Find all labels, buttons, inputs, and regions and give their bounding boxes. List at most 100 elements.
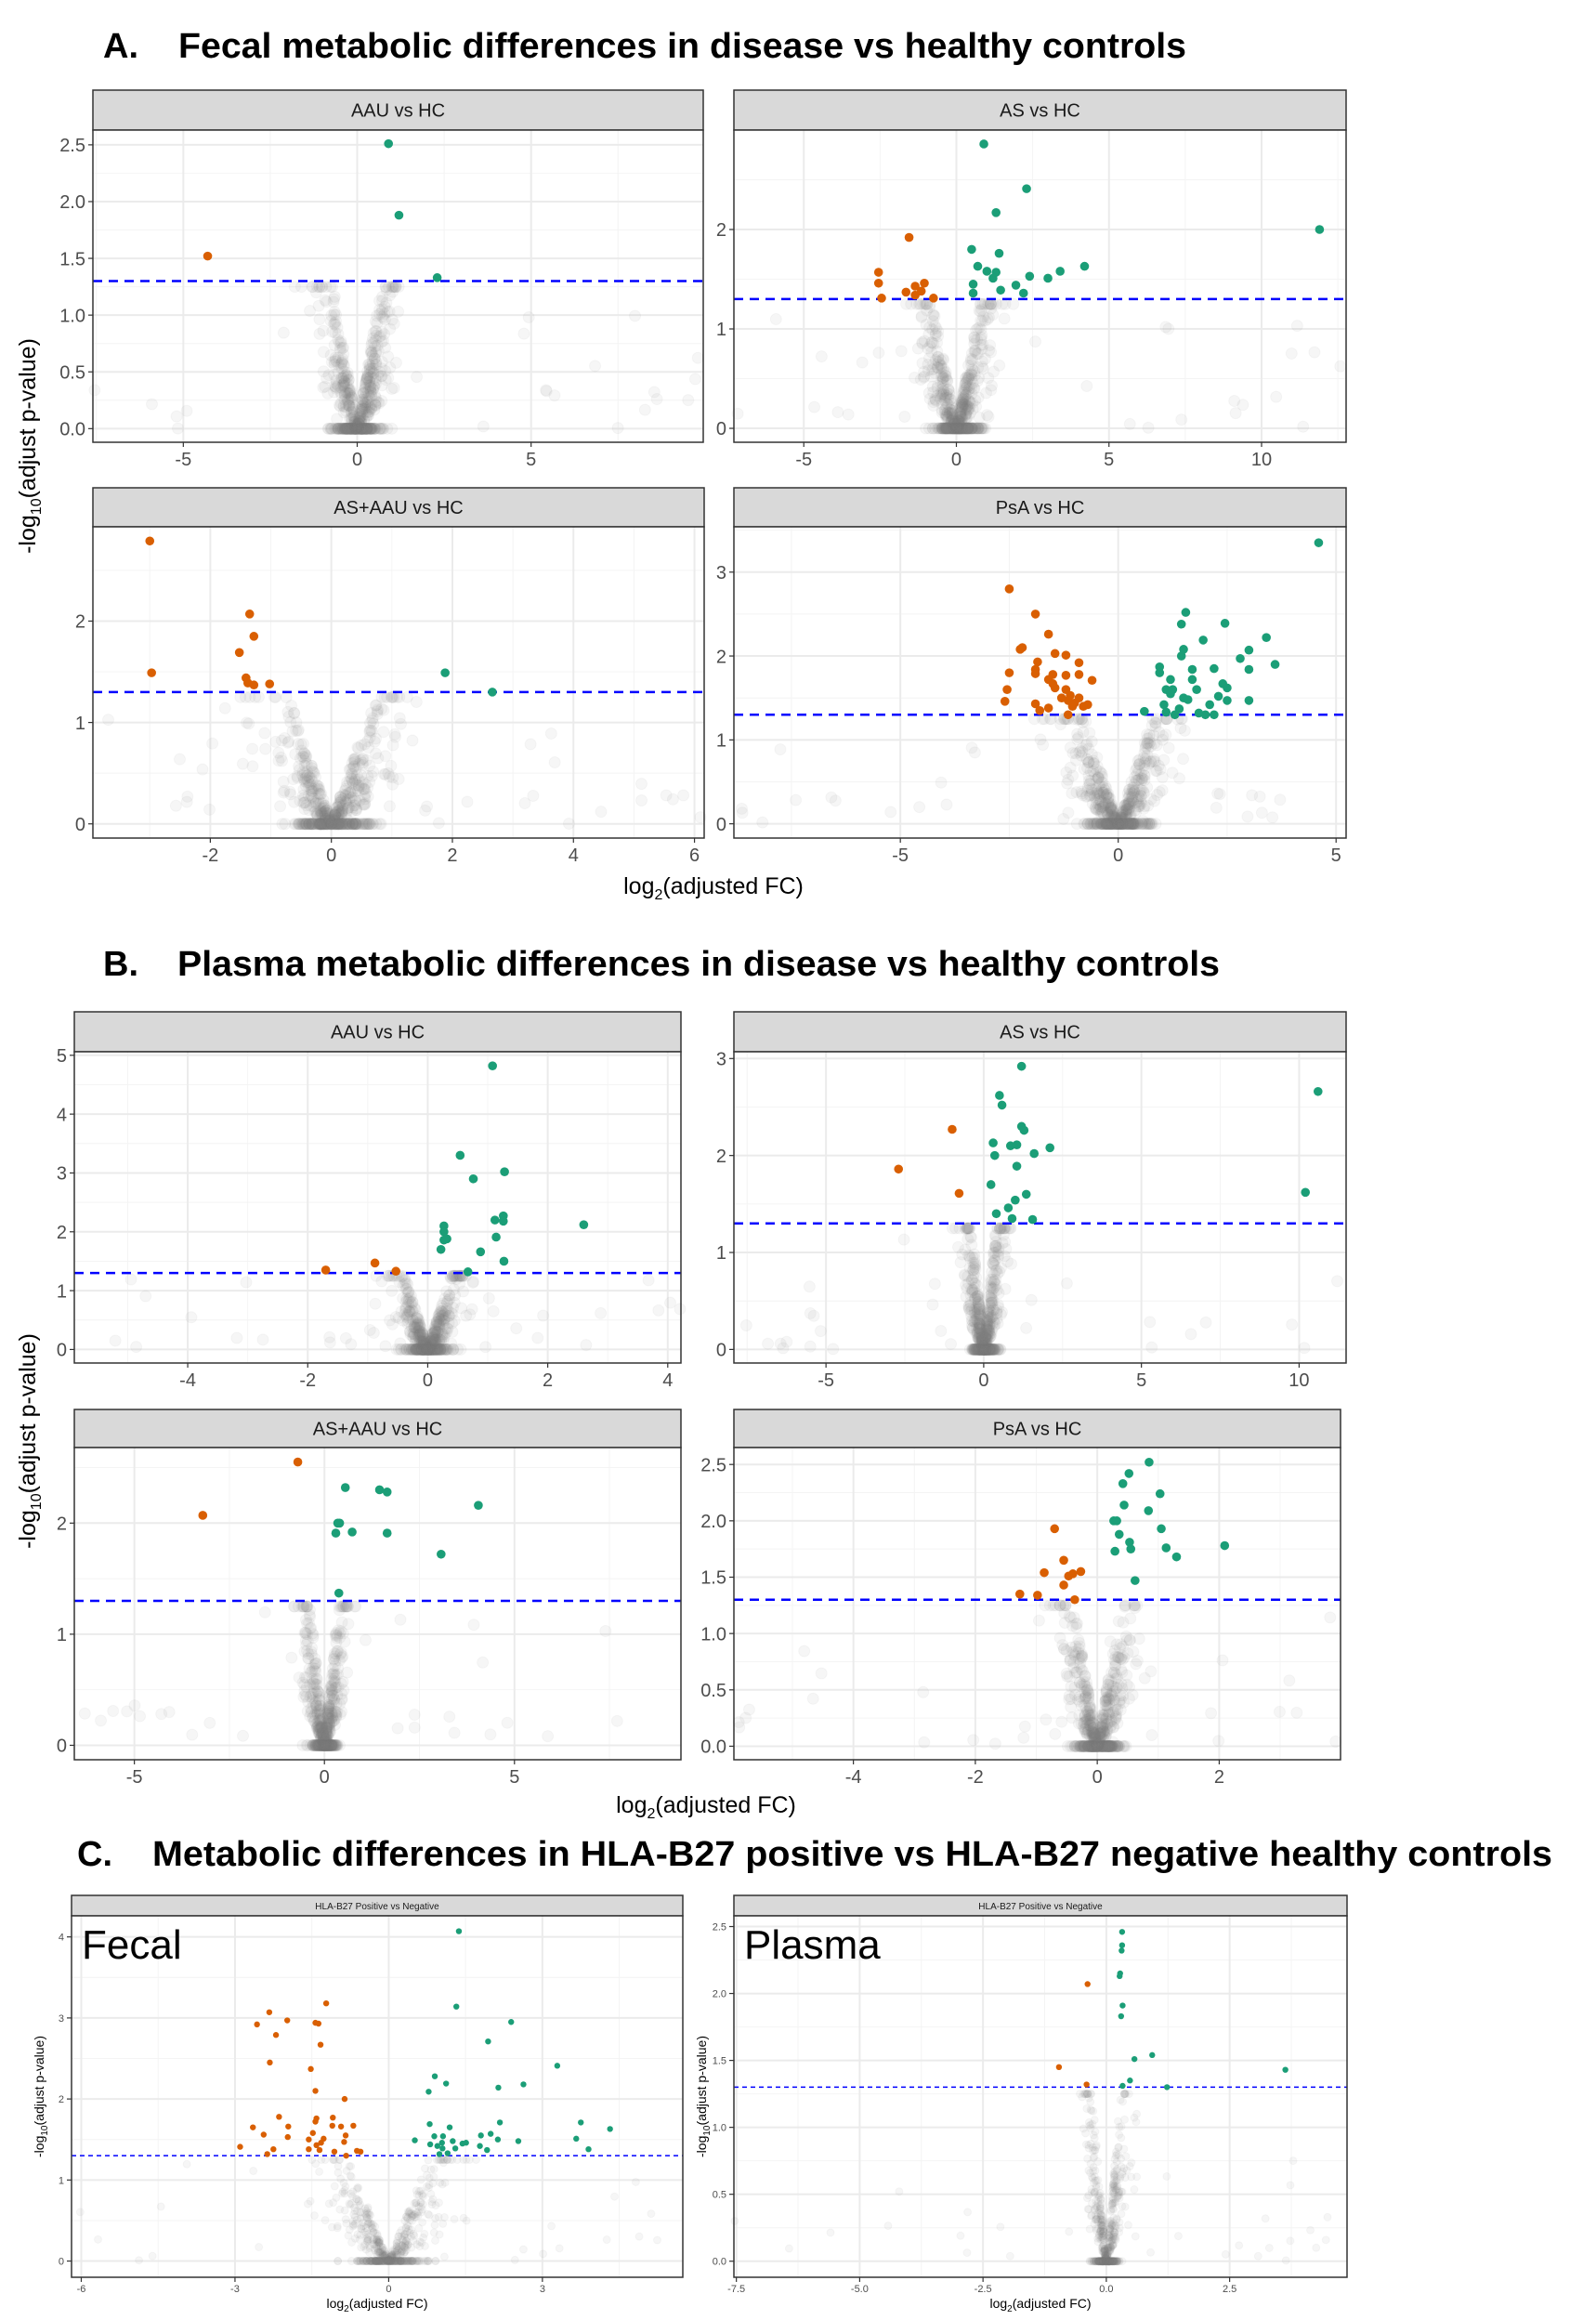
nonsignificant-point	[739, 1318, 752, 1331]
nonsignificant-point	[341, 387, 354, 400]
nonsignificant-point	[386, 1284, 399, 1297]
nonsignificant-point	[1210, 801, 1223, 814]
nonsignificant-point	[318, 1738, 331, 1751]
nonsignificant-point	[340, 422, 353, 435]
nonsignificant-point	[348, 415, 361, 428]
nonsignificant-point	[928, 1278, 941, 1291]
nonsignificant-point	[363, 362, 376, 375]
nonsignificant-point	[362, 388, 375, 401]
nonsignificant-point	[345, 393, 358, 406]
nonsignificant-point	[344, 422, 357, 435]
nonsignificant-point	[330, 422, 343, 435]
nonsignificant-point	[366, 422, 379, 435]
nonsignificant-point	[349, 422, 362, 435]
nonsignificant-point	[324, 422, 337, 435]
nonsignificant-point	[339, 1331, 352, 1344]
nonsignificant-point	[442, 1309, 455, 1322]
nonsignificant-point	[1144, 755, 1157, 768]
nonsignificant-point	[691, 351, 704, 364]
nonsignificant-point	[309, 286, 322, 299]
nonsignificant-point	[336, 372, 349, 385]
nonsignificant-point	[347, 422, 360, 435]
nonsignificant-point	[935, 1324, 948, 1337]
nonsignificant-point	[345, 422, 358, 435]
nonsignificant-point	[339, 422, 352, 435]
downregulated-point	[203, 251, 213, 261]
nonsignificant-point	[358, 422, 371, 435]
nonsignificant-point	[356, 405, 369, 418]
nonsignificant-point	[352, 416, 365, 429]
nonsignificant-point	[345, 422, 358, 435]
nonsignificant-point	[348, 422, 361, 435]
upregulated-point	[1213, 691, 1223, 701]
nonsignificant-point	[242, 717, 255, 730]
nonsignificant-point	[78, 1707, 91, 1720]
nonsignificant-point	[677, 789, 690, 802]
nonsignificant-point	[347, 409, 360, 422]
nonsignificant-point	[365, 398, 378, 411]
nonsignificant-point	[186, 1728, 199, 1741]
nonsignificant-point	[107, 1705, 120, 1718]
nonsignificant-point	[362, 422, 375, 435]
nonsignificant-point	[181, 790, 194, 803]
section-a-y-axis-title: -log10(adjust p-value)	[15, 338, 45, 554]
nonsignificant-point	[522, 310, 535, 323]
nonsignificant-point	[1213, 788, 1226, 801]
nonsignificant-point	[540, 385, 553, 398]
upregulated-point	[1176, 651, 1186, 661]
upregulated-point	[968, 288, 978, 298]
upregulated-point	[334, 1588, 344, 1598]
upregulated-point	[991, 208, 1001, 217]
upregulated-point	[382, 1528, 392, 1538]
nonsignificant-point	[1286, 1318, 1299, 1331]
nonsignificant-point	[369, 422, 382, 435]
nonsignificant-point	[351, 422, 364, 435]
nonsignificant-point	[365, 422, 378, 435]
nonsignificant-point	[315, 815, 328, 828]
nonsignificant-point	[544, 727, 557, 741]
nonsignificant-point	[373, 295, 386, 308]
nonsignificant-point	[361, 769, 374, 782]
nonsignificant-point	[347, 422, 360, 435]
nonsignificant-point	[347, 777, 360, 790]
upregulated-point	[986, 1180, 996, 1189]
nonsignificant-point	[139, 1290, 152, 1303]
downregulated-point	[1061, 650, 1071, 660]
nonsignificant-point	[1241, 810, 1254, 823]
downregulated-point	[1050, 649, 1060, 659]
nonsignificant-points	[88, 281, 704, 435]
nonsignificant-point	[369, 399, 382, 412]
nonsignificant-point	[337, 422, 350, 435]
nonsignificant-point	[334, 400, 347, 413]
nonsignificant-point	[348, 422, 361, 435]
nonsignificant-point	[348, 422, 361, 435]
upregulated-point	[996, 285, 1005, 295]
upregulated-point	[1016, 1061, 1027, 1071]
x-tick-label: 5	[1104, 450, 1114, 470]
nonsignificant-point	[531, 1331, 544, 1344]
upregulated-point	[1205, 700, 1214, 710]
nonsignificant-point	[363, 422, 376, 435]
nonsignificant-point	[196, 763, 209, 776]
nonsignificant-point	[975, 1330, 988, 1343]
nonsignificant-point	[272, 754, 285, 767]
facet-title: AAU vs HC	[331, 1023, 425, 1043]
nonsignificant-point	[774, 743, 787, 756]
nonsignificant-point	[336, 422, 349, 435]
nonsignificant-point	[929, 329, 942, 342]
nonsignificant-point	[328, 380, 341, 393]
upregulated-point	[1140, 706, 1149, 716]
nonsignificant-point	[359, 405, 372, 418]
nonsignificant-point	[373, 422, 386, 435]
nonsignificant-point	[363, 422, 376, 435]
nonsignificant-point	[377, 311, 390, 324]
nonsignificant-point	[360, 422, 373, 435]
upregulated-point	[432, 273, 442, 282]
nonsignificant-point	[344, 422, 357, 435]
nonsignificant-point	[1034, 733, 1047, 746]
nonsignificant-point	[300, 769, 313, 782]
nonsignificant-point	[338, 375, 351, 388]
nonsignificant-point	[610, 1714, 623, 1727]
nonsignificant-point	[352, 422, 365, 435]
nonsignificant-point	[367, 379, 380, 392]
